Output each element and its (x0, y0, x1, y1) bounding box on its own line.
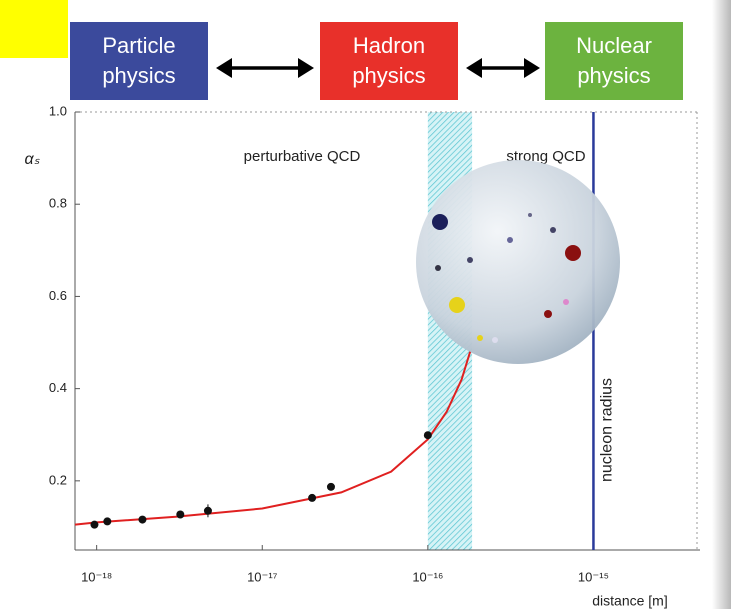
quark (563, 299, 569, 305)
quark (544, 310, 552, 318)
data-point (423, 431, 432, 440)
y-axis-label: αₛ (24, 151, 40, 168)
data-point (138, 515, 147, 524)
y-tick-label: 0.8 (49, 196, 67, 211)
header-text: Hadron (353, 33, 425, 58)
arrows (216, 58, 540, 78)
quark (467, 257, 473, 263)
plot: 0.2 0.4 0.6 0.8 1.0 10⁻¹⁸ 10⁻¹⁷ 10⁻¹⁶ 10⁻¹⁵ αₛ dis… (24, 103, 700, 609)
y-tick-label: 0.6 (49, 288, 67, 303)
x-tick-label: 10⁻¹⁶ (412, 569, 443, 584)
quark (449, 297, 465, 313)
data-point (103, 517, 112, 526)
x-tick-label: 10⁻¹⁵ (578, 569, 609, 584)
quark (432, 214, 448, 230)
header: Particle physics Hadron physics Nuclear physi… (70, 22, 683, 100)
header-box (320, 22, 458, 100)
quark (492, 337, 498, 343)
nucleon-radius-label: nucleon radius (599, 378, 616, 482)
header-text: physics (577, 63, 650, 88)
data-point (176, 510, 185, 519)
x-tick-label: 10⁻¹⁸ (81, 569, 112, 584)
y-tick-label: 0.4 (49, 380, 67, 395)
header-text: physics (352, 63, 425, 88)
quark (528, 213, 532, 217)
data-point (326, 482, 335, 491)
header-text: physics (102, 63, 175, 88)
curve (74, 351, 472, 526)
hadron-bubble (416, 160, 620, 364)
quark (550, 227, 556, 233)
quark (507, 237, 513, 243)
data-point (203, 506, 212, 515)
y-tick-label: 0.2 (49, 472, 67, 487)
quark (477, 335, 483, 341)
header-box (70, 22, 208, 100)
data-point (90, 520, 99, 529)
y-tick-label: 1.0 (49, 103, 67, 118)
frame-shadow (712, 0, 731, 609)
header-text: Nuclear (576, 33, 652, 58)
quark (435, 265, 441, 271)
quark (565, 245, 581, 261)
header-box (545, 22, 683, 100)
x-axis-label: distance [m] (592, 593, 667, 609)
header-text: Particle (102, 33, 175, 58)
highlight (0, 0, 68, 58)
annotation: perturbative QCD (244, 148, 361, 165)
x-tick-label: 10⁻¹⁷ (247, 569, 278, 584)
data-point (308, 493, 317, 502)
